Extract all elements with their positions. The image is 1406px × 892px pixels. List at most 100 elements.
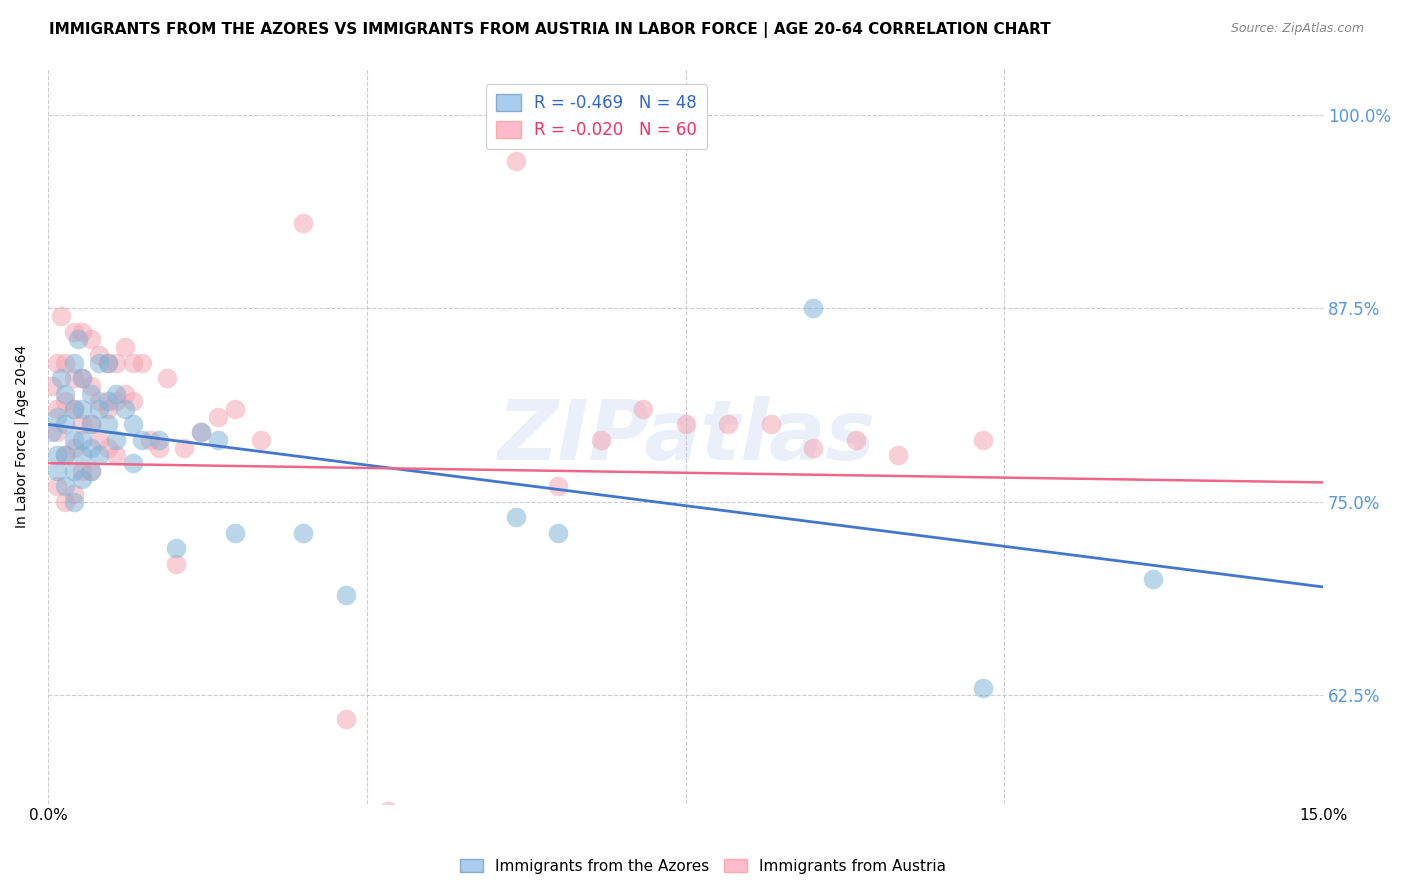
Legend: R = -0.469   N = 48, R = -0.020   N = 60: R = -0.469 N = 48, R = -0.020 N = 60 (486, 84, 707, 149)
Point (45, 409, 67, 424)
Point (505, 154, 527, 169)
Text: Source: ZipAtlas.com: Source: ZipAtlas.com (1230, 22, 1364, 36)
Point (165, 541, 187, 556)
Point (114, 402, 136, 417)
Point (89, 449, 111, 463)
Point (547, 479, 569, 493)
Point (62, 495, 84, 509)
Point (190, 425, 212, 440)
Point (80, 464, 103, 478)
Point (190, 425, 212, 440)
Point (224, 525, 246, 540)
Point (89, 394, 111, 409)
Point (105, 449, 128, 463)
Point (105, 355, 128, 369)
Point (45, 479, 67, 493)
Point (62, 371, 84, 385)
Point (80, 386, 103, 401)
Point (45, 464, 67, 478)
Point (97, 355, 120, 369)
Point (292, 216, 315, 230)
Point (887, 449, 910, 463)
Point (131, 355, 153, 369)
Point (70, 325, 93, 339)
Point (845, 433, 868, 447)
Point (105, 386, 128, 401)
Point (70, 433, 93, 447)
Point (139, 433, 162, 447)
Point (62, 433, 84, 447)
Point (114, 340, 136, 354)
Point (62, 402, 84, 417)
Point (80, 464, 103, 478)
Point (70, 464, 93, 478)
Point (801, 441, 824, 455)
Point (62, 441, 84, 455)
Point (97, 394, 120, 409)
Point (105, 433, 128, 447)
Point (148, 441, 170, 455)
Point (62, 464, 84, 478)
Point (97, 417, 120, 432)
Point (377, 805, 399, 819)
Point (53, 355, 76, 369)
Point (547, 525, 569, 540)
Point (207, 433, 229, 447)
Point (53, 386, 76, 401)
Point (717, 417, 740, 432)
Point (631, 402, 654, 417)
Point (62, 325, 84, 339)
Point (41, 425, 63, 440)
Point (70, 449, 93, 463)
Point (131, 433, 153, 447)
Point (80, 417, 103, 432)
Point (62, 487, 84, 501)
Point (148, 433, 170, 447)
Point (70, 402, 93, 417)
Point (589, 433, 612, 447)
Point (249, 433, 271, 447)
Point (70, 371, 93, 385)
Point (45, 425, 67, 440)
Point (759, 417, 782, 432)
Point (62, 402, 84, 417)
Legend: Immigrants from the Azores, Immigrants from Austria: Immigrants from the Azores, Immigrants f… (454, 853, 952, 880)
Point (80, 417, 103, 432)
Point (80, 332, 103, 346)
Point (173, 441, 195, 455)
Point (89, 433, 111, 447)
Point (972, 681, 994, 695)
Point (105, 394, 128, 409)
Point (89, 355, 111, 369)
Point (45, 449, 67, 463)
Text: ZIPatlas: ZIPatlas (496, 395, 875, 476)
Point (207, 409, 229, 424)
Point (114, 386, 136, 401)
Point (70, 472, 93, 486)
Point (53, 449, 76, 463)
Point (45, 402, 67, 417)
Point (53, 495, 76, 509)
Point (53, 479, 76, 493)
Point (97, 355, 120, 369)
Point (165, 557, 187, 571)
Point (156, 371, 179, 385)
Point (122, 417, 145, 432)
Point (505, 510, 527, 524)
Point (80, 441, 103, 455)
Point (122, 355, 145, 369)
Point (49, 309, 72, 323)
Point (49, 371, 72, 385)
Point (70, 417, 93, 432)
Point (41, 378, 63, 392)
Point (224, 402, 246, 417)
Text: IMMIGRANTS FROM THE AZORES VS IMMIGRANTS FROM AUSTRIA IN LABOR FORCE | AGE 20-64: IMMIGRANTS FROM THE AZORES VS IMMIGRANTS… (49, 22, 1050, 38)
Point (972, 433, 994, 447)
Point (292, 525, 315, 540)
Point (335, 711, 357, 725)
Point (80, 378, 103, 392)
Point (675, 417, 697, 432)
Point (62, 355, 84, 369)
Point (89, 348, 111, 362)
Point (122, 456, 145, 470)
